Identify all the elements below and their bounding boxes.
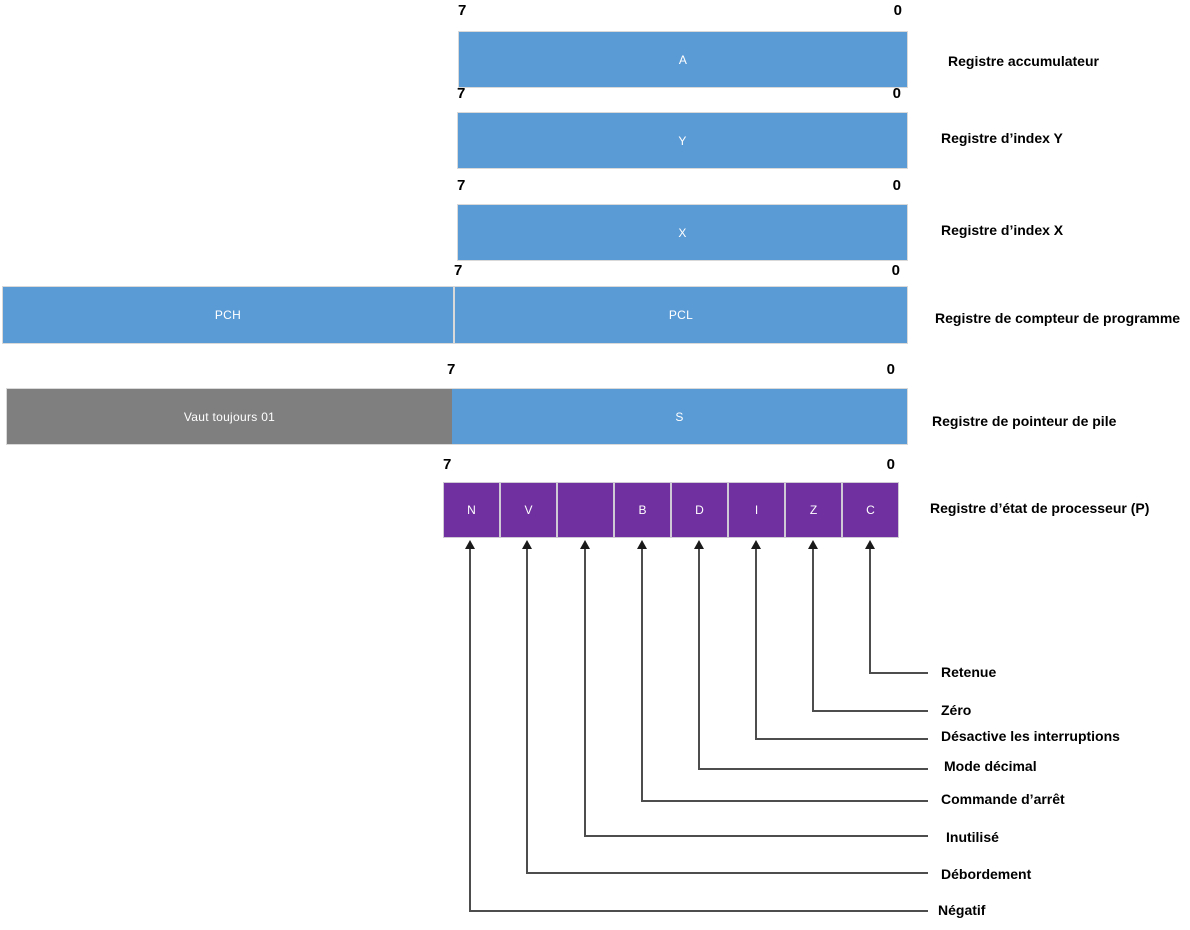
flag-line-negative [469, 910, 928, 912]
bit0-tick: 0 [891, 262, 900, 279]
flag-line-interrupt [755, 738, 928, 740]
bit0-tick: 0 [886, 361, 895, 378]
status-register-cells: N V B D I Z C [443, 482, 899, 538]
bit0-tick: 0 [886, 456, 895, 473]
accumulator-register-bar: A [458, 31, 908, 88]
stack-pointer-register-bar: Vaut toujours 01 S [6, 388, 908, 445]
status-cell-carry: C [843, 483, 898, 537]
flag-line-unused [584, 835, 928, 837]
status-cell-break: B [615, 483, 670, 537]
status-cell-decimal: D [672, 483, 727, 537]
flag-line-decimal [698, 549, 700, 770]
flag-line-unused [584, 549, 586, 837]
index-x-register-bar: X [457, 204, 908, 261]
flag-label-carry: Retenue [941, 664, 997, 680]
bit7-tick: 7 [458, 2, 467, 19]
index-y-bit-ticks: 7 0 [457, 85, 901, 103]
status-cell-unused [558, 483, 613, 537]
accumulator-register-name: Registre accumulateur [948, 53, 1099, 69]
stack-pointer-bit-ticks: 7 0 [447, 361, 895, 379]
status-register-bit-ticks: 7 0 [443, 456, 895, 474]
arrow-up-icon [694, 540, 704, 549]
flag-line-zero [812, 710, 928, 712]
status-cell-overflow: V [501, 483, 556, 537]
flag-line-break [641, 549, 643, 802]
flag-label-decimal: Mode décimal [944, 758, 1037, 774]
arrow-up-icon [637, 540, 647, 549]
arrow-up-icon [522, 540, 532, 549]
pch-segment: PCH [3, 287, 453, 343]
accumulator-segment: A [459, 32, 907, 87]
bit0-tick: 0 [893, 2, 902, 19]
bit7-tick: 7 [443, 456, 452, 473]
flag-line-decimal [698, 768, 928, 770]
flag-label-unused: Inutilisé [946, 829, 999, 845]
flag-line-carry [869, 549, 871, 674]
bit7-tick: 7 [457, 85, 466, 102]
program-counter-bit-ticks: 7 0 [454, 262, 900, 280]
flag-label-overflow: Débordement [941, 866, 1032, 882]
bit7-tick: 7 [447, 361, 456, 378]
flag-line-break [641, 800, 928, 802]
flag-line-overflow [526, 872, 928, 874]
accumulator-bit-ticks: 7 0 [458, 2, 902, 20]
bit7-tick: 7 [457, 177, 466, 194]
flag-label-break: Commande d’arrêt [941, 791, 1065, 807]
arrow-up-icon [580, 540, 590, 549]
flag-line-zero [812, 549, 814, 712]
pc-divider [453, 287, 455, 343]
flag-line-interrupt [755, 549, 757, 740]
arrow-up-icon [808, 540, 818, 549]
arrow-up-icon [465, 540, 475, 549]
flag-line-negative [469, 549, 471, 912]
stack-fixed-segment: Vaut toujours 01 [7, 389, 452, 444]
flag-label-negative: Négatif [938, 902, 986, 918]
index-y-register-name: Registre d’index Y [941, 130, 1063, 146]
arrow-up-icon [865, 540, 875, 549]
index-x-register-name: Registre d’index X [941, 222, 1064, 238]
bit0-tick: 0 [892, 85, 901, 102]
index-x-bit-ticks: 7 0 [457, 177, 901, 195]
index-y-segment: Y [458, 113, 907, 168]
bit7-tick: 7 [454, 262, 463, 279]
flag-label-zero: Zéro [941, 702, 972, 718]
bit0-tick: 0 [892, 177, 901, 194]
pcl-segment: PCL [455, 287, 907, 343]
stack-pointer-segment: S [452, 389, 907, 444]
index-x-segment: X [458, 205, 907, 260]
flag-line-carry [869, 672, 928, 674]
status-cell-interrupt: I [729, 483, 784, 537]
stack-pointer-register-name: Registre de pointeur de pile [932, 413, 1117, 429]
status-cell-zero: Z [786, 483, 841, 537]
flag-label-interrupt: Désactive les interruptions [941, 728, 1120, 744]
program-counter-register-name: Registre de compteur de programme [935, 310, 1181, 326]
program-counter-register-bar: PCH PCL [2, 286, 908, 344]
index-y-register-bar: Y [457, 112, 908, 169]
status-cell-negative: N [444, 483, 499, 537]
flag-line-overflow [526, 549, 528, 874]
arrow-up-icon [751, 540, 761, 549]
status-register-name: Registre d’état de processeur (P) [930, 500, 1150, 516]
